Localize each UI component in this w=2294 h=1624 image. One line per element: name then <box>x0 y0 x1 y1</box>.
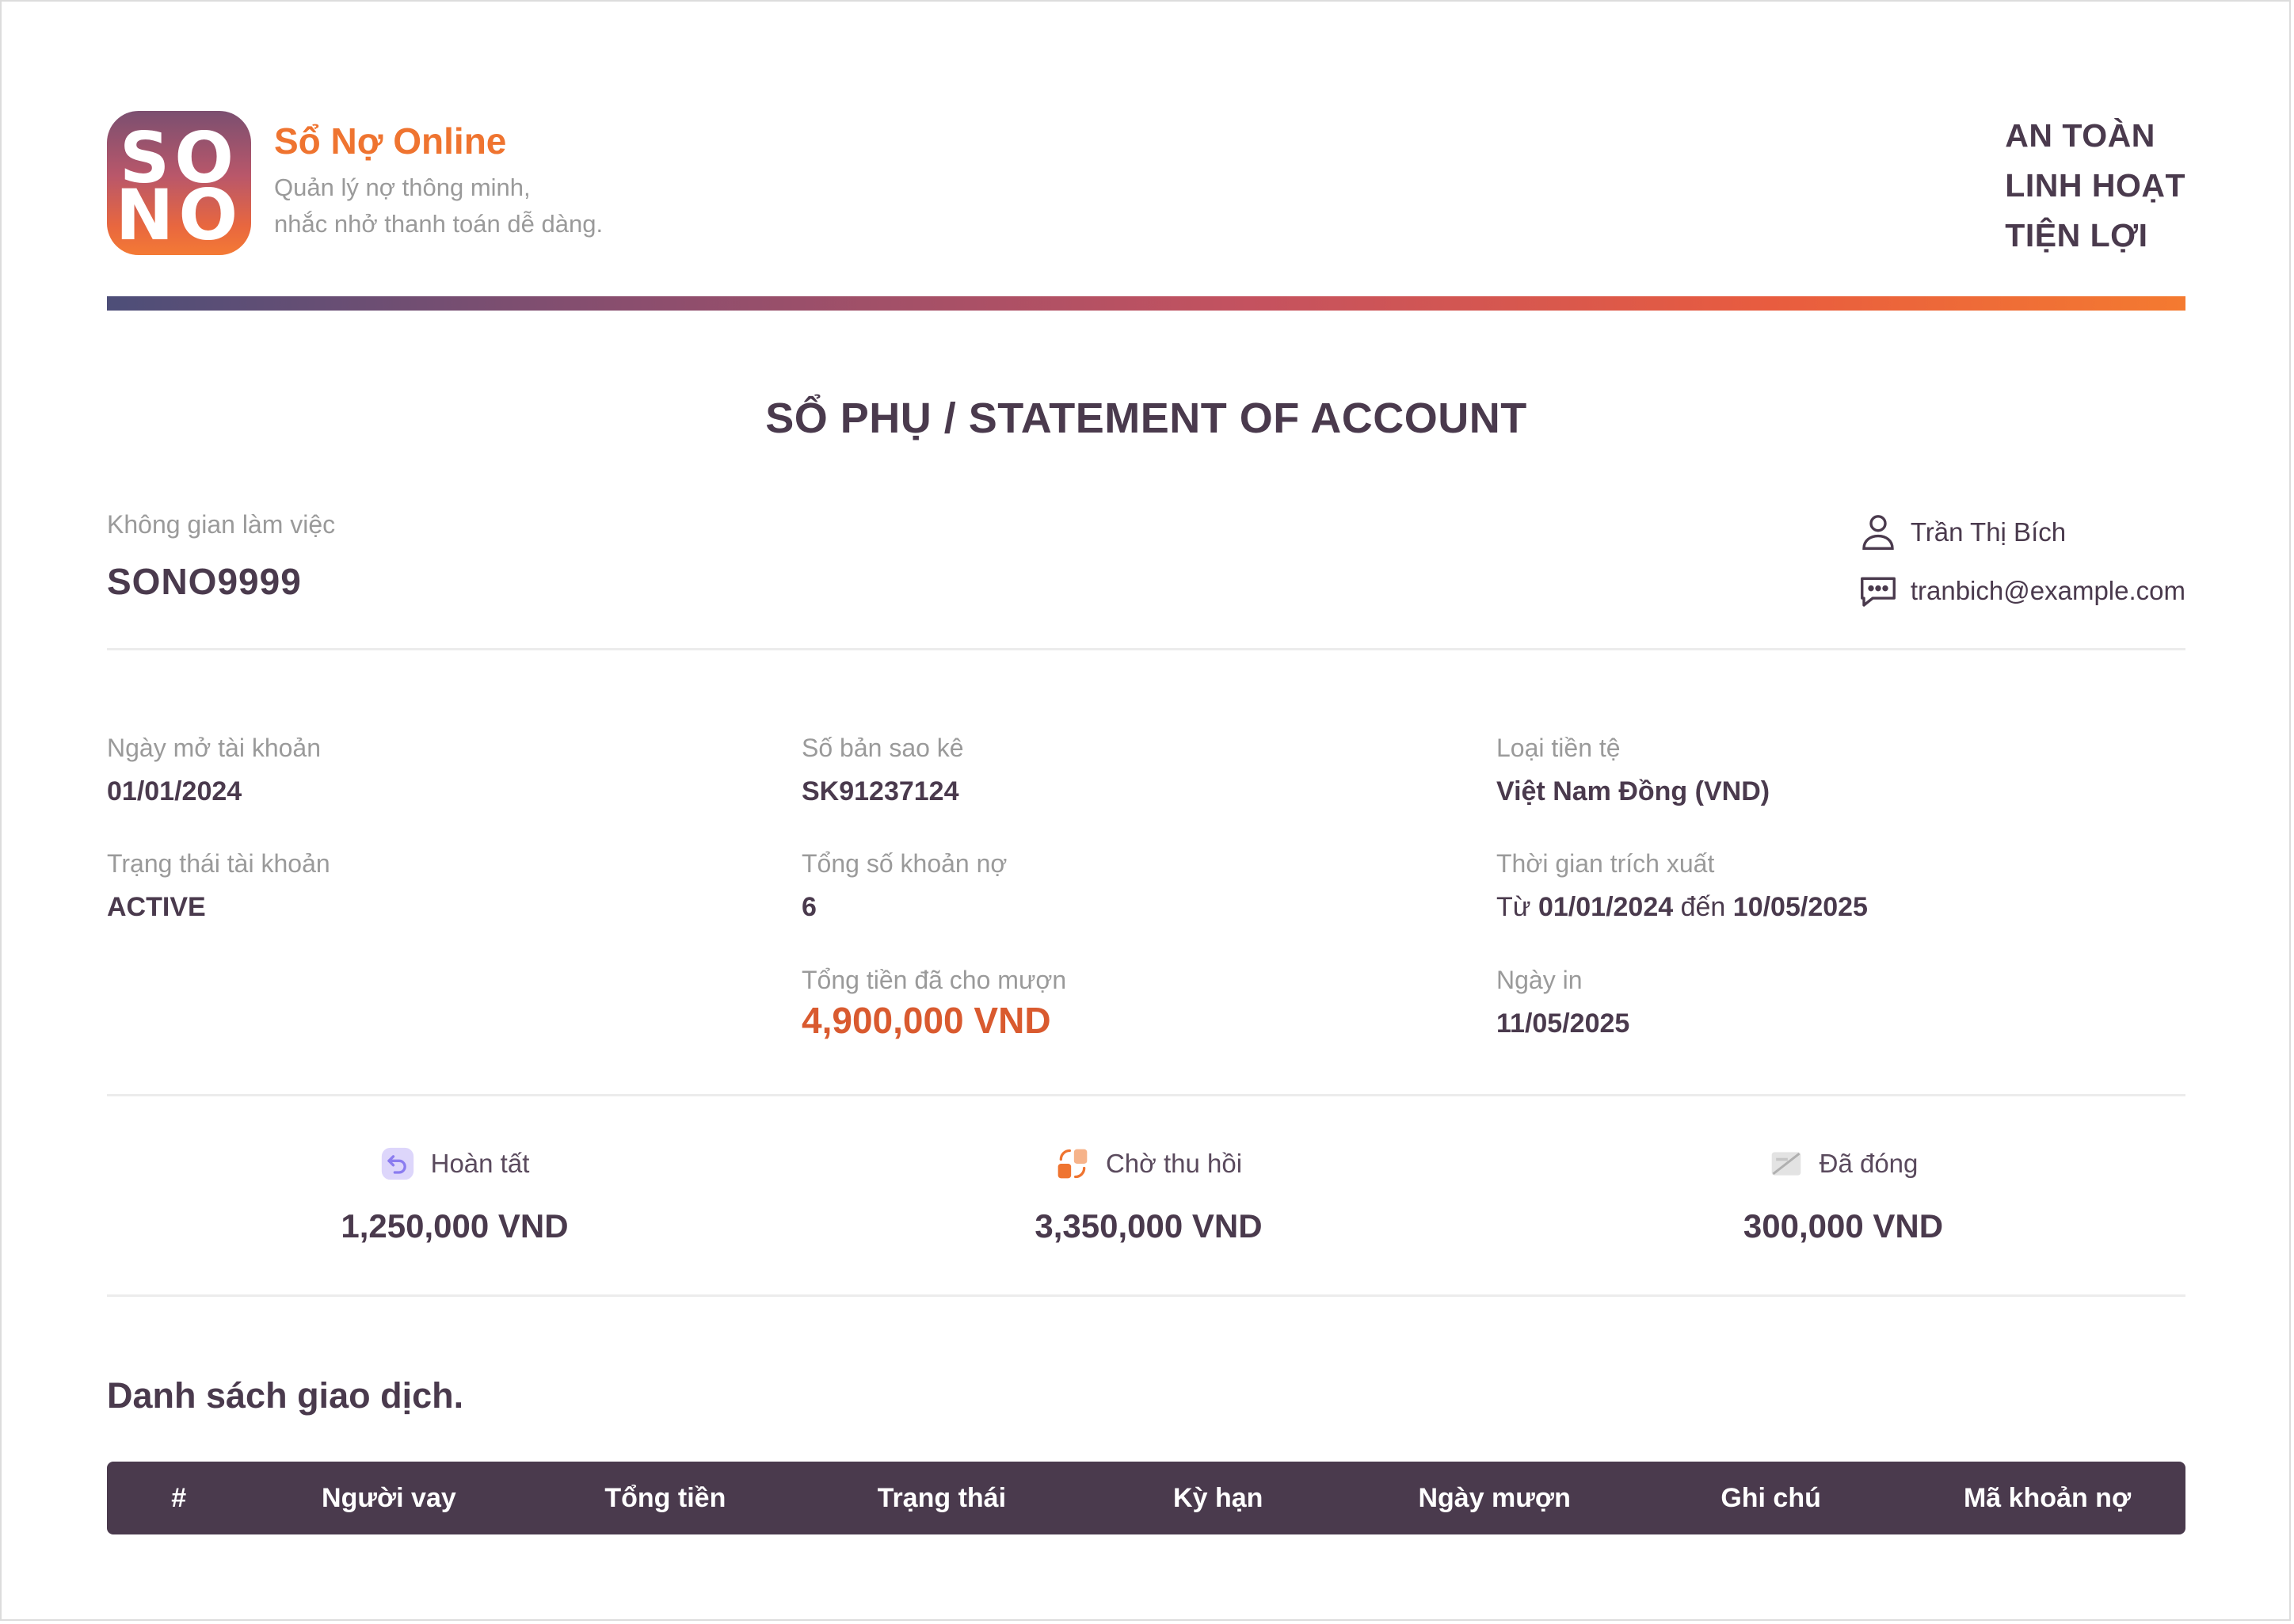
info-total-debts: Tổng số khoản nợ 6 <box>802 848 1007 924</box>
summary-closed-label: Đã đóng <box>1819 1149 1919 1178</box>
total-debts-value: 6 <box>802 892 817 922</box>
header: SO NO Sổ Nợ Online Quản lý nợ thông minh… <box>107 111 2185 261</box>
info-export-period: Thời gian trích xuất Từ 01/01/2024 đến 1… <box>1496 848 1868 924</box>
open-date-value: 01/01/2024 <box>107 776 242 806</box>
summary-completed-label: Hoàn tất <box>430 1149 530 1178</box>
divider-1 <box>107 648 2185 650</box>
info-statement-number: Số bản sao kê SK91237124 <box>802 732 964 808</box>
info-total-lent: Tổng tiền đã cho mượn 4,900,000 VND <box>802 964 1067 1041</box>
col-total: Tổng tiền <box>604 1482 726 1513</box>
open-date-label: Ngày mở tài khoản <box>107 734 321 762</box>
col-index: # <box>171 1482 187 1513</box>
brand-name: Sổ Nợ Online <box>274 120 507 162</box>
col-borrow-date: Ngày mượn <box>1418 1482 1571 1513</box>
page-title: SỔ PHỤ / STATEMENT OF ACCOUNT <box>765 395 1527 442</box>
summary-completed-value: 1,250,000 VND <box>341 1207 569 1245</box>
return-arrow-icon <box>381 1147 413 1180</box>
total-lent-value: 4,900,000 VND <box>802 1000 1051 1041</box>
summary-closed-value: 300,000 VND <box>1743 1207 1944 1245</box>
user-info: Trần Thị Bích tranbich@example.com <box>1857 509 2185 626</box>
account-status-value: ACTIVE <box>107 892 206 922</box>
summary-closed: Đã đóng 300,000 VND <box>1645 1144 2041 1245</box>
print-date-value: 11/05/2025 <box>1496 1008 1630 1039</box>
total-lent-label: Tổng tiền đã cho mượn <box>802 966 1067 994</box>
brand-tagline-line2: nhắc nhở thanh toán dễ dàng. <box>274 210 604 238</box>
summary-pending-value: 3,350,000 VND <box>1035 1207 1263 1245</box>
info-account-status: Trạng thái tài khoản ACTIVE <box>107 848 330 924</box>
user-name: Trần Thị Bích <box>1910 517 2067 547</box>
period-prefix: Từ <box>1496 892 1531 922</box>
currency-label: Loại tiền tệ <box>1496 734 1621 762</box>
brand-tagline-line1: Quản lý nợ thông minh, <box>274 173 531 201</box>
header-gradient-divider <box>107 296 2185 311</box>
statement-number-label: Số bản sao kê <box>802 734 964 762</box>
divider-2 <box>107 1094 2185 1096</box>
export-period-value: Từ 01/01/2024 đến 10/05/2025 <box>1496 890 1868 924</box>
workspace-value: SONO9999 <box>107 561 302 602</box>
transactions-title: Danh sách giao dịch. <box>107 1375 464 1416</box>
sono-logo: SO NO <box>107 111 251 255</box>
info-currency: Loại tiền tệ Việt Nam Đồng (VND) <box>1496 732 1770 808</box>
logo-text-top: SO <box>119 117 239 199</box>
account-status-label: Trạng thái tài khoản <box>107 849 330 878</box>
period-mid: đến <box>1680 892 1726 922</box>
transactions-table-header: # Người vay Tổng tiền Trạng thái Kỳ hạn … <box>107 1462 2185 1534</box>
total-debts-label: Tổng số khoản nợ <box>802 849 1008 878</box>
col-status: Trạng thái <box>877 1482 1007 1513</box>
user-name-row: Trần Thị Bích <box>1857 509 2185 556</box>
workspace-label: Không gian làm việc <box>107 510 336 539</box>
summary-pending: Chờ thu hồi 3,350,000 VND <box>951 1144 1347 1245</box>
export-period-label: Thời gian trích xuất <box>1496 849 1715 878</box>
brand-tagline: Quản lý nợ thông minh, nhắc nhở thanh to… <box>274 170 603 242</box>
currency-value: Việt Nam Đồng (VND) <box>1496 776 1770 806</box>
info-open-date: Ngày mở tài khoản 01/01/2024 <box>107 732 321 808</box>
statement-number-value: SK91237124 <box>802 776 959 806</box>
period-to: 10/05/2025 <box>1732 892 1868 922</box>
exchange-icon <box>1057 1149 1088 1179</box>
user-email: tranbich@example.com <box>1910 576 2185 605</box>
slogan: AN TOÀN LINH HOẠT TIỆN LỢI <box>2005 111 2185 261</box>
user-icon <box>1862 515 1894 550</box>
summary-closed-header: Đã đóng <box>1645 1144 2041 1184</box>
slogan-line-2: LINH HOẠT <box>2005 167 2185 204</box>
content-wrapper: SO NO Sổ Nợ Online Quản lý nợ thông minh… <box>107 2 2185 1619</box>
user-email-row: tranbich@example.com <box>1857 567 2185 615</box>
summary-pending-header: Chờ thu hồi <box>951 1144 1347 1184</box>
closed-card-icon <box>1771 1152 1801 1176</box>
divider-3 <box>107 1294 2185 1297</box>
col-borrower: Người vay <box>322 1482 456 1513</box>
period-from: 01/01/2024 <box>1538 892 1674 922</box>
slogan-line-1: AN TOÀN <box>2005 117 2155 154</box>
slogan-line-3: TIỆN LỢI <box>2005 217 2148 254</box>
chat-icon <box>1860 577 1896 607</box>
summary-completed-header: Hoàn tất <box>257 1144 653 1184</box>
summary-completed: Hoàn tất 1,250,000 VND <box>257 1144 653 1245</box>
info-print-date: Ngày in 11/05/2025 <box>1496 964 1629 1040</box>
print-date-label: Ngày in <box>1496 966 1583 994</box>
col-note: Ghi chú <box>1720 1482 1821 1513</box>
logo-text-bottom: NO <box>115 174 243 255</box>
col-debt-code: Mã khoản nợ <box>1963 1482 2132 1513</box>
brand-block: Sổ Nợ Online Quản lý nợ thông minh, nhắc… <box>274 119 603 242</box>
col-term: Kỳ hạn <box>1173 1482 1263 1513</box>
summary-pending-label: Chờ thu hồi <box>1105 1149 1243 1178</box>
